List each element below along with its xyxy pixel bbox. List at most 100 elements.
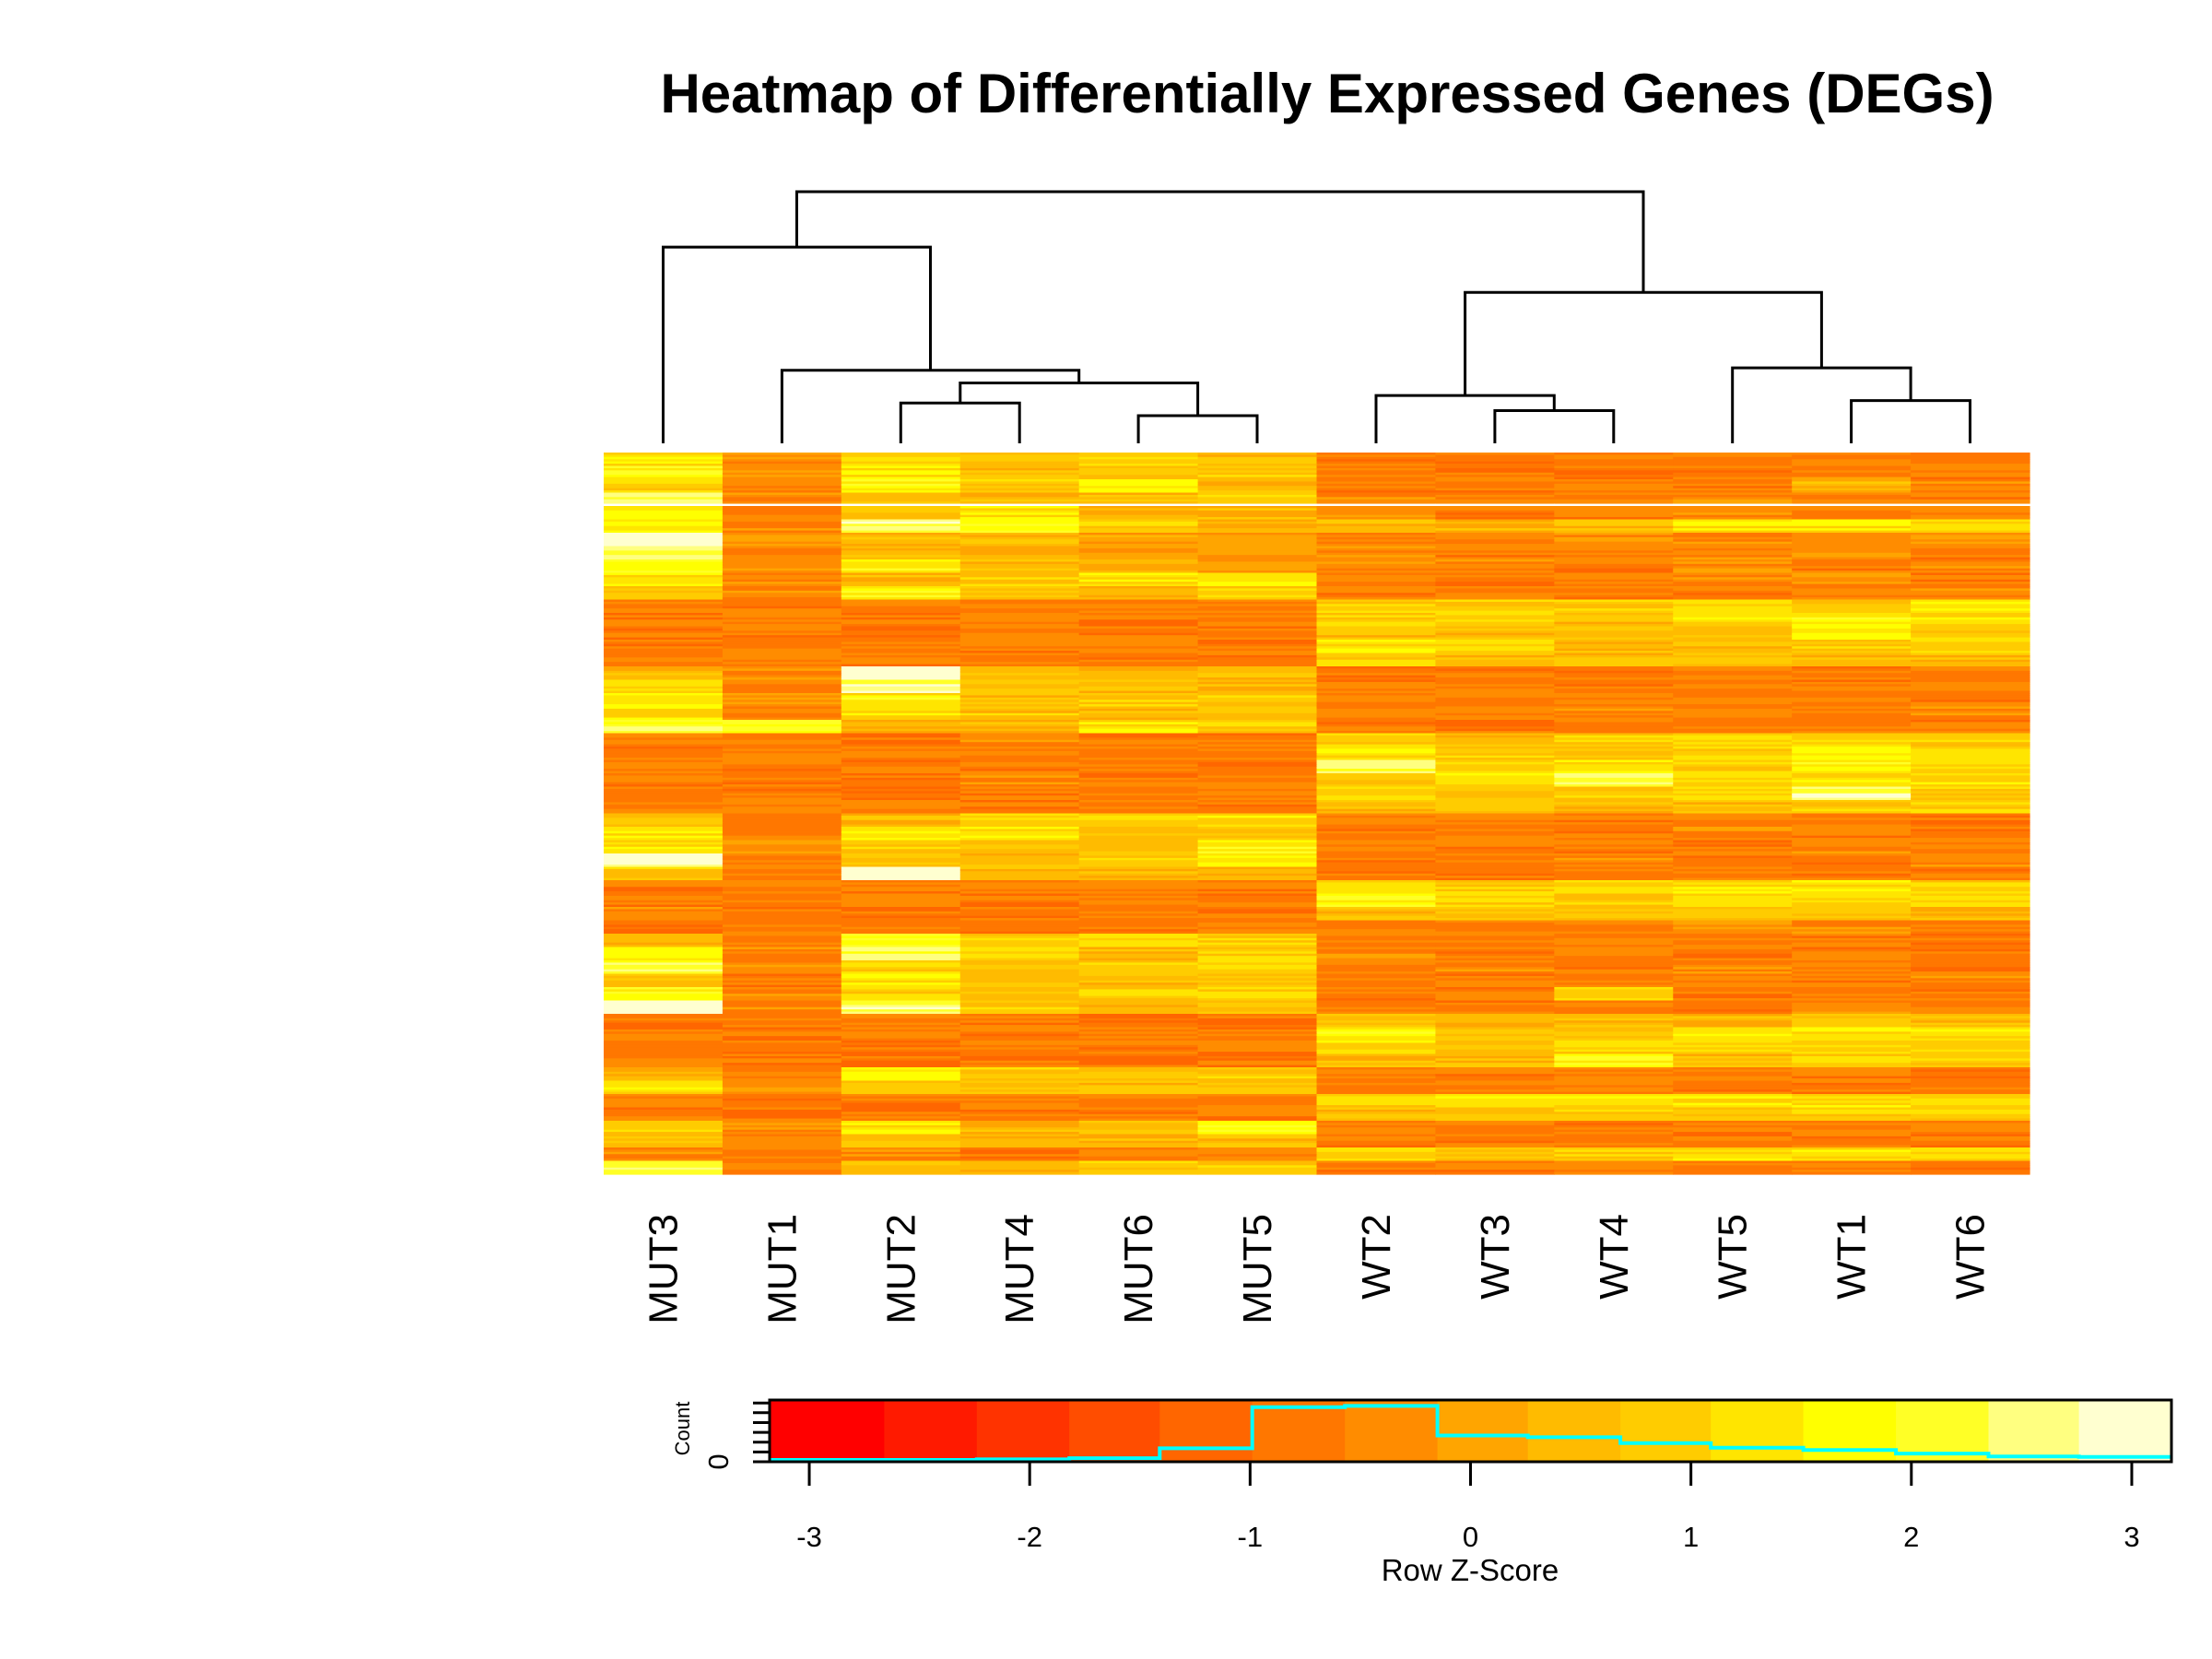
heatmap-cell bbox=[1673, 1080, 1793, 1084]
heatmap-cell bbox=[959, 934, 1080, 937]
heatmap-cell bbox=[722, 962, 842, 966]
heatmap-cell bbox=[1316, 991, 1437, 994]
heatmap-cell bbox=[1554, 711, 1674, 714]
heatmap-cell bbox=[1316, 486, 1437, 489]
heatmap-cell bbox=[604, 1171, 724, 1175]
heatmap-cell bbox=[1673, 1129, 1793, 1133]
heatmap-cell bbox=[1792, 998, 1912, 1002]
heatmap-cell bbox=[1792, 555, 1912, 559]
heatmap-cell bbox=[1435, 793, 1555, 796]
heatmap-cell bbox=[1078, 786, 1199, 790]
heatmap-cell bbox=[1673, 880, 1793, 884]
color-key-swatch bbox=[976, 1400, 1070, 1462]
heatmap-cell bbox=[1673, 1102, 1793, 1106]
heatmap-cell bbox=[604, 811, 724, 815]
heatmap-cell bbox=[1197, 818, 1318, 821]
heatmap-cell bbox=[1792, 987, 1912, 991]
heatmap-cell bbox=[1316, 969, 1437, 972]
color-key-x-tick-label: -1 bbox=[1238, 1521, 1264, 1553]
heatmap-cell bbox=[1554, 483, 1674, 487]
heatmap-cell bbox=[1316, 735, 1437, 738]
heatmap-cell bbox=[1673, 788, 1793, 792]
heatmap-cell bbox=[841, 900, 961, 903]
heatmap-cell bbox=[1911, 900, 2030, 903]
heatmap-cell bbox=[1554, 675, 1674, 678]
heatmap-cell bbox=[722, 561, 842, 565]
heatmap-cell bbox=[1078, 561, 1199, 565]
heatmap-cell bbox=[1911, 1076, 2030, 1079]
heatmap-cell bbox=[1792, 681, 1912, 685]
column-dendrogram bbox=[662, 190, 1971, 443]
heatmap-cell bbox=[722, 541, 842, 545]
heatmap-cell bbox=[1554, 851, 1674, 854]
heatmap-cell bbox=[1435, 1027, 1555, 1030]
heatmap-cell bbox=[841, 590, 961, 594]
heatmap-cell bbox=[959, 1091, 1080, 1095]
heatmap-cell bbox=[959, 681, 1080, 685]
heatmap-cell bbox=[1911, 519, 2030, 523]
heatmap-cell bbox=[722, 512, 842, 516]
heatmap-cell bbox=[1792, 621, 1912, 625]
heatmap-cell bbox=[1078, 483, 1199, 487]
heatmap-cell bbox=[1078, 728, 1199, 732]
heatmap-cell bbox=[1435, 984, 1555, 988]
heatmap-cell bbox=[1197, 922, 1318, 925]
heatmap-cell bbox=[841, 951, 961, 955]
heatmap-cell bbox=[1435, 613, 1555, 617]
heatmap-cell bbox=[1554, 1027, 1674, 1030]
heatmap-cell bbox=[1911, 1078, 2030, 1082]
heatmap-cell bbox=[604, 1002, 724, 1006]
heatmap-cell bbox=[1435, 608, 1555, 612]
heatmap-cell bbox=[1554, 582, 1674, 585]
heatmap-cell bbox=[1673, 641, 1793, 645]
heatmap-cell bbox=[1911, 840, 2030, 843]
heatmap-cell bbox=[1911, 964, 2030, 968]
heatmap-cell bbox=[1673, 1000, 1793, 1004]
heatmap-cell bbox=[1911, 931, 2030, 935]
heatmap-cell bbox=[1673, 453, 1793, 456]
heatmap-cell bbox=[959, 555, 1080, 559]
heatmap-cell bbox=[1078, 815, 1199, 818]
heatmap-cell bbox=[959, 980, 1080, 983]
heatmap-cell bbox=[1554, 1134, 1674, 1137]
heatmap-cell bbox=[1316, 728, 1437, 732]
heatmap-cell bbox=[1316, 929, 1437, 933]
heatmap-cell bbox=[1197, 601, 1318, 605]
heatmap-cell bbox=[1911, 882, 2030, 886]
heatmap-cell bbox=[1792, 1041, 1912, 1044]
heatmap-cell bbox=[722, 1100, 842, 1104]
heatmap-cell bbox=[722, 695, 842, 699]
heatmap-cell bbox=[841, 737, 961, 741]
heatmap-cell bbox=[604, 635, 724, 639]
heatmap-cell bbox=[1554, 684, 1674, 688]
heatmap-cell bbox=[1316, 791, 1437, 794]
heatmap-cell bbox=[604, 1067, 724, 1071]
heatmap-cell bbox=[722, 722, 842, 725]
heatmap-cell bbox=[1554, 813, 1674, 817]
heatmap-cell bbox=[1792, 862, 1912, 865]
heatmap-cell bbox=[1435, 1098, 1555, 1101]
heatmap-cell bbox=[1197, 506, 1318, 510]
heatmap-cell bbox=[1435, 1014, 1555, 1018]
heatmap-cell bbox=[959, 657, 1080, 661]
heatmap-cell bbox=[1673, 640, 1793, 643]
heatmap-cell bbox=[1911, 773, 2030, 777]
heatmap-cell bbox=[1435, 1009, 1555, 1013]
heatmap-cell bbox=[1554, 1074, 1674, 1077]
heatmap-cell bbox=[841, 815, 961, 818]
heatmap-cell bbox=[604, 1145, 724, 1148]
heatmap-cell bbox=[1078, 541, 1199, 545]
heatmap-cell bbox=[722, 588, 842, 592]
heatmap-cell bbox=[841, 926, 961, 930]
heatmap-cell bbox=[1435, 1135, 1555, 1139]
heatmap-cell bbox=[1078, 898, 1199, 901]
heatmap-cell bbox=[841, 1082, 961, 1086]
heatmap-cell bbox=[1554, 1149, 1674, 1153]
heatmap-cell bbox=[841, 1022, 961, 1026]
heatmap-cell bbox=[722, 1102, 842, 1106]
heatmap-cell bbox=[1554, 728, 1674, 732]
heatmap-cell bbox=[841, 833, 961, 837]
heatmap-cell bbox=[1316, 891, 1437, 895]
color-key-swatch bbox=[1345, 1400, 1439, 1462]
heatmap-cell bbox=[1197, 582, 1318, 585]
